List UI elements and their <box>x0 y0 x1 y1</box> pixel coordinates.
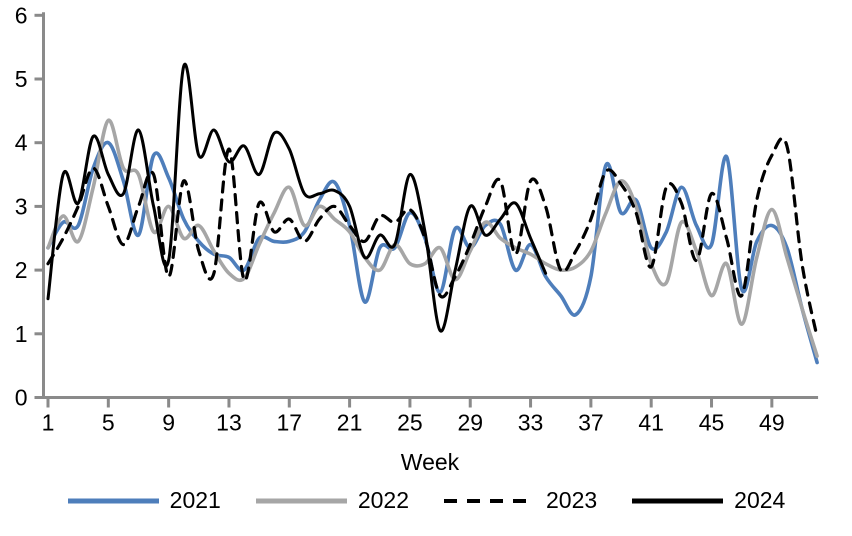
legend-line-sample-2024 <box>632 498 724 503</box>
x-tick-label: 49 <box>759 410 785 436</box>
legend-label-2021: 2021 <box>169 487 221 513</box>
series-line-2023 <box>46 136 819 339</box>
legend-label-2022: 2022 <box>357 487 409 513</box>
legend-line-sample-2023 <box>444 498 535 503</box>
legend-item-2021: 2021 <box>67 487 221 514</box>
x-tick-label: 1 <box>42 410 55 436</box>
x-tick-label: 17 <box>276 410 302 436</box>
legend: 2021 2022 2023 2024 <box>0 487 852 514</box>
x-axis-title: Week <box>400 449 460 475</box>
legend-item-2023: 2023 <box>443 487 597 514</box>
legend-line-sample-2022 <box>255 498 347 503</box>
x-tick-label: 25 <box>397 410 423 436</box>
x-tick-label: 21 <box>337 410 363 436</box>
series-line-2024 <box>46 62 548 333</box>
legend-line-sample-2021 <box>67 498 159 503</box>
series-line-2022 <box>46 118 819 358</box>
x-tick-label: 37 <box>578 410 604 436</box>
y-tick-label: 5 <box>15 66 28 92</box>
legend-item-2022: 2022 <box>255 487 409 514</box>
y-tick-label: 3 <box>15 193 28 219</box>
y-tick-label: 4 <box>15 130 28 156</box>
x-tick-label: 29 <box>457 410 483 436</box>
legend-item-2024: 2024 <box>631 487 785 514</box>
y-tick-label: 2 <box>15 257 28 283</box>
y-tick-label: 6 <box>15 2 28 28</box>
x-tick-label: 33 <box>518 410 544 436</box>
x-tick-label: 13 <box>216 410 242 436</box>
x-tick-label: 41 <box>638 410 664 436</box>
legend-label-2024: 2024 <box>734 487 786 513</box>
x-tick-label: 5 <box>102 410 115 436</box>
x-tick-label: 9 <box>162 410 175 436</box>
y-tick-label: 1 <box>15 321 28 347</box>
x-tick-label: 45 <box>699 410 725 436</box>
legend-label-2023: 2023 <box>546 487 598 513</box>
series-line-2021 <box>46 140 819 365</box>
y-tick-label: 0 <box>15 385 28 411</box>
